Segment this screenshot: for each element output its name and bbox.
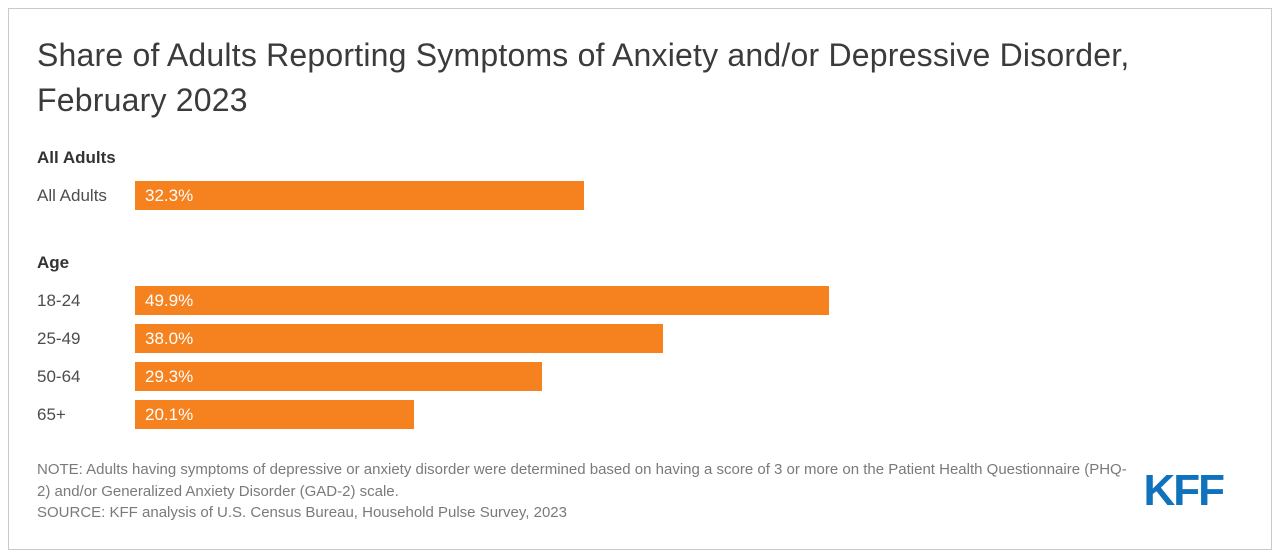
bar-category-label: 18-24 (37, 290, 81, 310)
chart-group: All Adults All Adults 32.3% (37, 147, 1243, 210)
bar-value-label: 29.3% (145, 366, 194, 386)
group-header: All Adults (37, 148, 116, 167)
bar-row: All Adults 32.3% (37, 181, 1243, 210)
kff-logo: KFF (1143, 466, 1225, 516)
bar-chart: All Adults All Adults 32.3% Age 18-24 49.9% 25… (37, 147, 1243, 429)
bar-row: 50-64 29.3% (37, 362, 1243, 391)
bar: 32.3% (135, 181, 584, 210)
chart-card: Share of Adults Reporting Symptoms of An… (8, 8, 1272, 550)
bar: 29.3% (135, 362, 543, 391)
bar-category-label: 65+ (37, 404, 66, 424)
bar: 38.0% (135, 324, 664, 353)
bar-value-label: 38.0% (145, 328, 194, 348)
footnotes: NOTE: Adults having symptoms of depressi… (37, 459, 1137, 524)
bar: 20.1% (135, 400, 415, 429)
bar-value-label: 49.9% (145, 290, 194, 310)
bar-category-label: All Adults (37, 185, 107, 205)
bar-category-label: 25-49 (37, 328, 81, 348)
bar-row: 18-24 49.9% (37, 286, 1243, 315)
bar-category-label: 50-64 (37, 366, 81, 386)
source-text: SOURCE: KFF analysis of U.S. Census Bure… (37, 504, 567, 521)
note-text: NOTE: Adults having symptoms of depressi… (37, 461, 1127, 500)
bar-row: 25-49 38.0% (37, 324, 1243, 353)
chart-footer: NOTE: Adults having symptoms of depressi… (37, 459, 1243, 524)
bar: 49.9% (135, 286, 829, 315)
bar-row: 65+ 20.1% (37, 400, 1243, 429)
bar-value-label: 32.3% (145, 185, 194, 205)
chart-group: Age 18-24 49.9% 25-49 38.0% 50-64 29.3% 65+ 20.1… (37, 252, 1243, 429)
bar-value-label: 20.1% (145, 404, 194, 424)
chart-title: Share of Adults Reporting Symptoms of An… (37, 37, 1130, 118)
group-header: Age (37, 253, 70, 272)
